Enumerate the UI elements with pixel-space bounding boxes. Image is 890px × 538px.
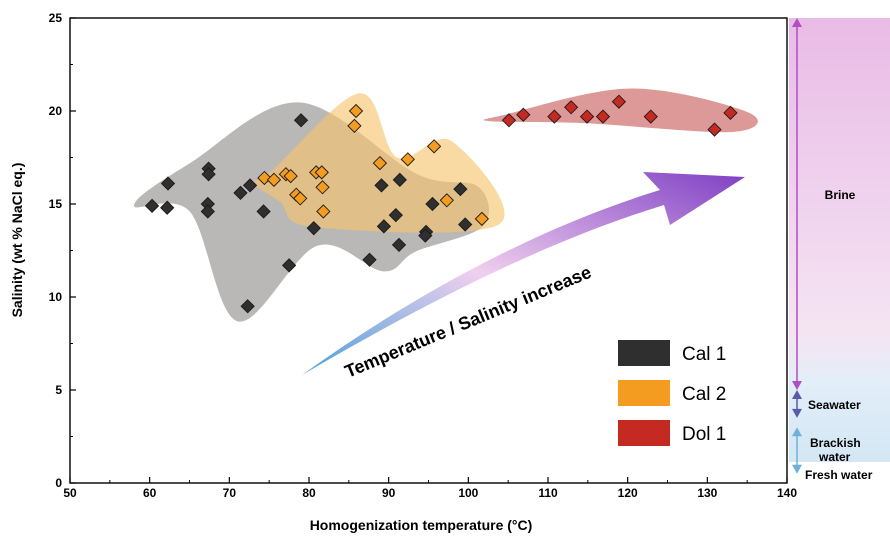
x-tick-label: 140 (777, 486, 797, 500)
data-point (201, 167, 216, 182)
data-point (426, 139, 442, 154)
zone-arrowhead (792, 408, 802, 418)
zone-label: Fresh water (805, 468, 873, 482)
data-point (160, 176, 176, 191)
data-point (374, 178, 389, 193)
data-points (144, 94, 738, 314)
data-point (348, 103, 364, 119)
x-tick-label: 130 (697, 486, 717, 500)
data-point (723, 105, 738, 120)
data-point (516, 107, 531, 122)
zone-arrowhead (792, 381, 802, 390)
legend-swatch (618, 380, 670, 406)
data-point (563, 100, 579, 115)
data-point (392, 172, 407, 187)
x-tick-label: 60 (143, 486, 157, 500)
legend-label: Dol 1 (682, 424, 726, 445)
x-tick-label: 120 (618, 486, 638, 500)
data-point (281, 258, 297, 273)
zone-label: Brine (825, 188, 856, 202)
data-point (347, 118, 362, 134)
data-point (257, 170, 272, 186)
data-point (579, 109, 595, 124)
x-tick-label: 110 (538, 486, 558, 500)
y-tick-label: 15 (49, 197, 63, 211)
y-axis-title: Salinity (wt % NaCl eq.) (9, 163, 25, 318)
data-point (293, 191, 308, 206)
data-point (283, 168, 298, 184)
data-point (458, 217, 473, 232)
data-point (501, 113, 517, 128)
data-point (293, 113, 309, 128)
data-point (418, 228, 433, 243)
legend-label: Cal 2 (682, 384, 726, 405)
data-point (200, 204, 215, 219)
y-tick-label: 5 (55, 383, 62, 397)
legend-label: Cal 1 (682, 344, 726, 365)
data-point (439, 193, 454, 208)
data-point (474, 211, 490, 227)
data-point (611, 94, 627, 109)
y-tick-label: 20 (49, 104, 63, 118)
data-point (372, 155, 388, 171)
zone-label: water (818, 450, 851, 464)
data-point (547, 109, 562, 124)
data-point (315, 180, 330, 195)
zone-label: Brackish (810, 436, 861, 450)
legend-swatch (618, 420, 670, 446)
y-tick-label: 10 (49, 290, 63, 304)
data-point (240, 299, 255, 314)
data-point (266, 172, 282, 187)
zone-background (789, 18, 890, 462)
zone-arrowhead (792, 427, 802, 437)
y-tick-label: 25 (49, 11, 63, 25)
trend-arrow-body (302, 172, 745, 375)
data-point (256, 204, 271, 219)
data-point (400, 152, 415, 167)
data-point (362, 252, 377, 267)
x-tick-label: 50 (63, 486, 77, 500)
data-point (707, 122, 722, 137)
data-point (314, 165, 329, 180)
data-point (376, 219, 392, 234)
data-point (306, 221, 321, 236)
x-tick-label: 100 (458, 486, 478, 500)
data-point (391, 237, 407, 253)
data-point (388, 208, 403, 223)
plot-frame (69, 17, 788, 484)
axes: 50 60 70 80 90 100 110 120 130 140 0 5 10 15 20 25 (49, 11, 798, 500)
x-tick-label: 90 (382, 486, 396, 500)
data-point (233, 185, 248, 200)
data-point (242, 178, 258, 193)
x-tick-label: 70 (223, 486, 237, 500)
data-point (453, 181, 468, 197)
x-tick-label: 80 (302, 486, 316, 500)
legend-swatch (618, 340, 670, 366)
data-point (160, 200, 175, 215)
data-point (643, 109, 658, 124)
data-point (316, 204, 331, 219)
x-axis-title: Homogenization temperature (°C) (310, 517, 533, 533)
y-tick-label: 0 (55, 476, 62, 490)
zone-arrowhead (792, 18, 802, 27)
zone-label: Seawater (808, 398, 861, 412)
zone-arrowhead (792, 464, 802, 474)
data-point (595, 109, 611, 124)
legend: Cal 1 Cal 2 Dol 1 (618, 340, 726, 446)
data-point (425, 196, 440, 212)
zone-arrowhead (792, 390, 802, 399)
data-point (144, 198, 160, 213)
